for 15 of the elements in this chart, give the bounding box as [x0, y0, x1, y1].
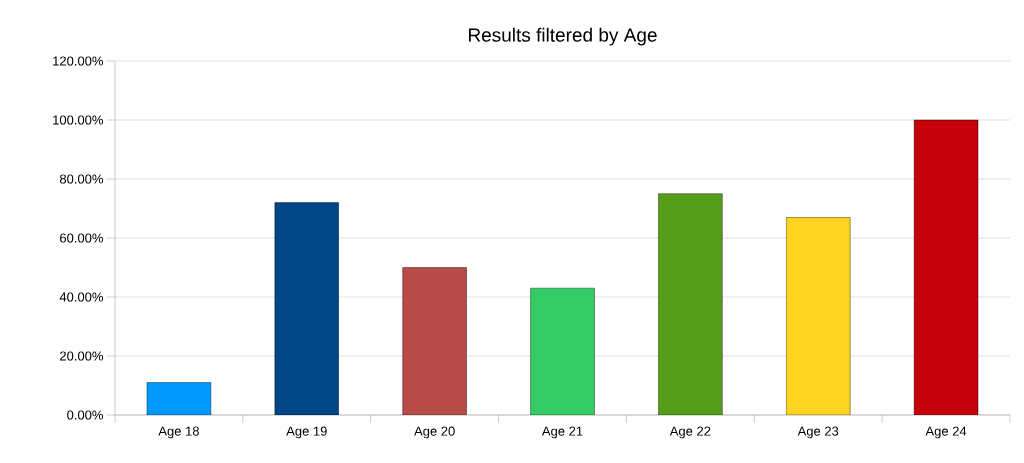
y-tick-label: 20.00% [60, 351, 104, 361]
y-tick-label: 40.00% [59, 292, 104, 302]
y-tick-label: 0.00% [67, 410, 104, 420]
x-tick-label: Age 21 [541, 426, 583, 439]
x-tick-label: Age 22 [669, 426, 711, 439]
x-tick-label: Age 20 [414, 426, 455, 439]
x-tick-label: Age 24 [925, 426, 967, 439]
x-tick-label: Age 18 [158, 426, 199, 439]
y-tick-label: 120.00% [53, 56, 104, 66]
y-tick-label: 100.00% [53, 115, 104, 125]
x-tick-label: Age 23 [797, 426, 839, 439]
y-tick-label: 80.00% [59, 174, 104, 184]
chart-title: Results filtered by Age [469, 27, 657, 46]
y-tick-label: 60.00% [60, 233, 104, 243]
x-tick-label: Age 19 [286, 426, 327, 439]
